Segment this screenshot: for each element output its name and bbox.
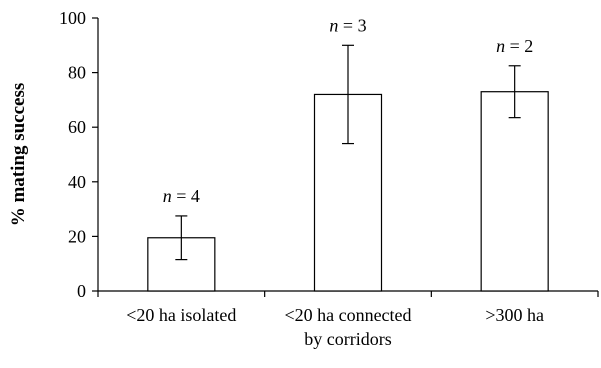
sample-size-label: n = 2 — [496, 36, 533, 56]
x-category-label: <20 ha isolated — [126, 305, 236, 325]
sample-size-label: n = 3 — [329, 15, 366, 35]
error-bars — [175, 44, 521, 261]
y-tick-label: 100 — [59, 8, 86, 28]
x-category-label: >300 ha — [485, 305, 544, 325]
sample-size-eq: = — [172, 186, 191, 206]
sample-size-n: n — [496, 36, 505, 56]
sample-size-eq: = — [505, 36, 524, 56]
sample-size-n: n — [163, 186, 172, 206]
y-tick-label: 20 — [68, 226, 86, 246]
y-axis-label: % mating success — [8, 83, 29, 227]
labels: 0 20 40 60 80 100 % mating success n = 4 <20 ha … — [8, 8, 544, 349]
x-category-label: by corridors — [304, 329, 391, 349]
sample-size-value: 2 — [524, 36, 533, 56]
y-tick-label: 0 — [77, 281, 86, 301]
bar — [480, 91, 549, 292]
sample-size-value: 4 — [191, 186, 200, 206]
x-category-label: <20 ha connected — [284, 305, 411, 325]
y-tick-label: 60 — [68, 117, 86, 137]
sample-size-n: n — [329, 15, 338, 35]
y-tick-label: 40 — [68, 172, 86, 192]
sample-size-label: n = 4 — [163, 186, 200, 206]
sample-size-eq: = — [338, 15, 357, 35]
y-tick-label: 80 — [68, 63, 86, 83]
sample-size-value: 3 — [358, 15, 367, 35]
